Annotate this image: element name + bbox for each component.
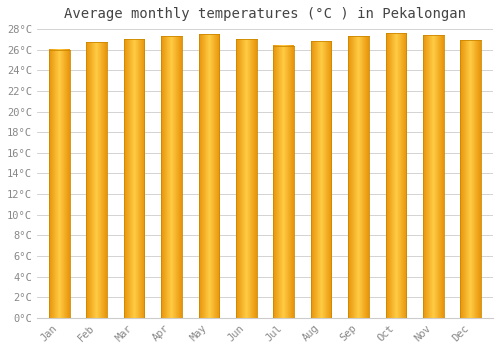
Title: Average monthly temperatures (°C ) in Pekalongan: Average monthly temperatures (°C ) in Pe… (64, 7, 466, 21)
